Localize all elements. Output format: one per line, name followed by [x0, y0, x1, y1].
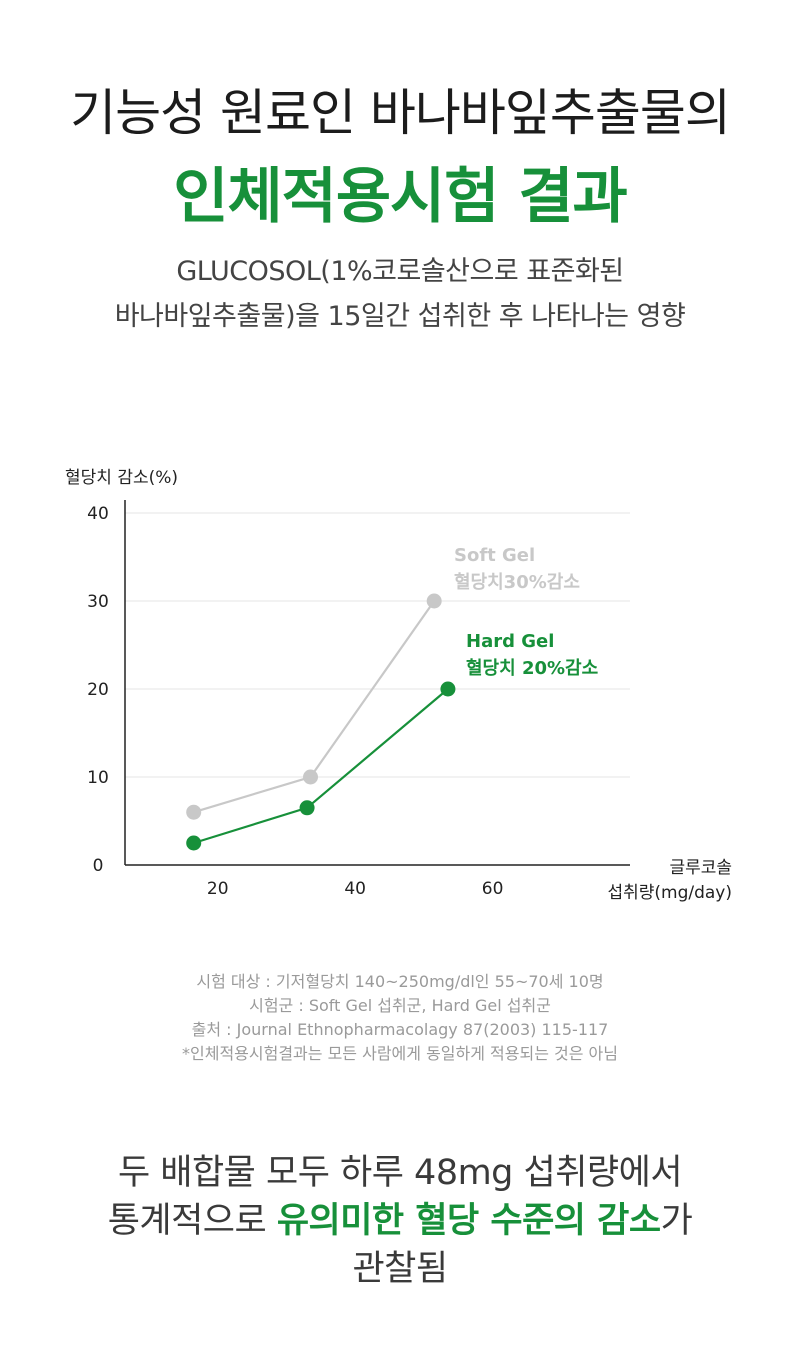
data-point: [299, 800, 315, 816]
subtitle-line-1: GLUCOSOL(1%코로솔산으로 표준화된: [176, 256, 624, 287]
y-tick-label: 10: [87, 768, 109, 788]
conclusion-text-pre: 통계적으로: [107, 1201, 277, 1241]
conclusion-text-post: 가: [660, 1201, 693, 1241]
y-tick-label: 20: [87, 680, 109, 700]
note-disclaimer: *인체적용시험결과는 모든 사람에게 동일하게 적용되는 것은 아님: [182, 1044, 618, 1063]
y-tick-label: 40: [87, 504, 109, 524]
x-tick-label: 60: [482, 879, 504, 899]
title-line-2: 인체적용시험 결과: [173, 162, 628, 232]
x-axis-label-line-2: 섭취량(mg/day): [607, 883, 732, 903]
note-source: 출처 : Journal Ethnopharmacolagy 87(2003) …: [191, 1020, 609, 1039]
conclusion-line-3: 관찰됨: [352, 1249, 448, 1289]
y-axis-label: 혈당치 감소(%): [65, 468, 178, 488]
series-line-hard-gel: [193, 688, 449, 845]
data-point: [186, 804, 202, 820]
subtitle-line-2: 바나바잎추출물)을 15일간 섭취한 후 나타나는 영향: [114, 301, 686, 332]
conclusion-line-1: 두 배합물 모두 하루 48mg 섭취량에서: [117, 1153, 683, 1193]
conclusion-highlight: 유의미한 혈당 수준의 감소: [276, 1201, 661, 1241]
x-tick-label: 40: [344, 879, 366, 899]
title-line-1: 기능성 원료인 바나바잎추출물의: [70, 84, 731, 142]
y-tick-label: 0: [93, 856, 104, 876]
note-groups: 시험군 : Soft Gel 섭취군, Hard Gel 섭취군: [249, 996, 551, 1015]
data-point: [426, 593, 442, 609]
series-name-label: Hard Gel: [466, 631, 554, 652]
data-point: [186, 835, 202, 851]
data-point: [303, 769, 319, 785]
series-annotation-label: 혈당치 20%감소: [466, 657, 598, 679]
y-tick-label: 30: [87, 592, 109, 612]
series-name-label: Soft Gel: [454, 545, 535, 566]
series-annotation-label: 혈당치30%감소: [454, 571, 580, 593]
x-tick-label: 20: [207, 879, 229, 899]
conclusion-line-2: 통계적으로 유의미한 혈당 수준의 감소가: [0, 1196, 800, 1246]
data-point: [440, 681, 456, 697]
note-subjects: 시험 대상 : 기저혈당치 140~250mg/dl인 55~70세 10명: [196, 972, 604, 991]
x-axis-label-line-1: 글루코솔: [669, 858, 732, 878]
